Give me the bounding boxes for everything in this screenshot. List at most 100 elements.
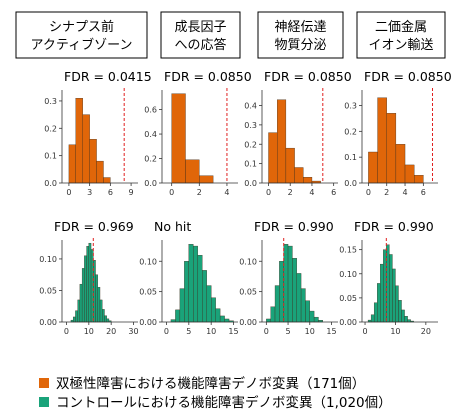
histogram-bar: [99, 299, 103, 323]
histogram-bar: [199, 175, 214, 184]
x-tick-label: 5: [186, 327, 191, 336]
x-tick-label: 0: [264, 327, 269, 336]
histogram-bar: [86, 246, 90, 323]
histogram-bar: [283, 244, 289, 323]
histogram-bar: [401, 309, 405, 323]
y-tick-label: 0.1: [344, 153, 357, 162]
histogram-bar: [270, 306, 276, 323]
fdr-annotation: FDR = 0.0415: [64, 69, 152, 84]
histogram-bar: [398, 300, 402, 323]
histogram-bar: [296, 273, 302, 323]
histogram-bar: [268, 132, 278, 184]
histogram-bar: [300, 288, 306, 323]
histogram-bar: [392, 268, 396, 323]
histogram-bar: [179, 288, 185, 323]
histogram-patient-1: 0.0 0.1 0.2 0.3 0 3 6 9 FDR = 0.0415: [44, 69, 151, 197]
histogram-bar: [102, 309, 105, 323]
histogram-bar: [303, 177, 313, 184]
histogram-bar: [313, 316, 319, 323]
y-tick-label: 0.10: [239, 257, 257, 266]
category-label-line: 物質分泌: [274, 38, 326, 53]
category-label-line: への応答: [174, 37, 226, 53]
histogram-bar: [175, 309, 181, 323]
y-tick-label: 0.3: [44, 97, 57, 106]
x-tick-label: 2: [288, 188, 293, 197]
x-tick-label: 0: [366, 188, 371, 197]
y-tick-label: 0.3: [344, 102, 357, 111]
x-tick-label: 6: [331, 188, 336, 197]
x-tick-label: 4: [224, 188, 229, 197]
y-tick-label: 0.10: [39, 255, 57, 264]
y-tick-label: 0.2: [244, 140, 257, 149]
y-tick-label: 0.2: [144, 155, 157, 164]
x-tick-label: 10: [305, 327, 315, 336]
histogram-bar: [77, 299, 81, 323]
histogram-bar: [285, 147, 295, 184]
x-tick-label: 20: [106, 327, 116, 336]
category-label-line: アクティブゾーン: [31, 37, 133, 53]
x-tick-label: 20: [421, 327, 431, 336]
histogram-bar: [81, 268, 85, 323]
x-tick-label: 6: [421, 188, 426, 197]
y-tick-label: 0.05: [39, 286, 57, 295]
histogram-bar: [389, 254, 393, 323]
histogram-bar: [404, 316, 408, 323]
histogram-control-2: 0.00 0.05 0.10 0 5 10 15 No hit: [139, 219, 238, 336]
y-tick-label: 0.3: [244, 121, 257, 130]
histogram-bar: [386, 113, 397, 184]
x-tick-label: 0: [164, 327, 169, 336]
histogram-bar: [305, 300, 310, 323]
y-tick-label: 0.10: [139, 257, 157, 266]
histogram-bar: [414, 175, 424, 184]
histogram-bar: [395, 144, 406, 184]
legend-patient-swatch: [39, 378, 49, 388]
x-tick-label: 6: [108, 188, 113, 197]
fdr-annotation: FDR = 0.0850: [164, 69, 252, 84]
fdr-annotation: FDR = 0.969: [54, 219, 134, 234]
y-tick-label: 0.4: [144, 130, 157, 139]
histogram-bar: [171, 93, 186, 184]
y-tick-label: 0.05: [339, 294, 357, 303]
y-tick-label: 0.0: [144, 179, 157, 188]
histogram-bar: [395, 285, 399, 323]
x-tick-label: 30: [128, 327, 138, 336]
fdr-annotation: FDR = 0.990: [354, 219, 434, 234]
legend-control-swatch: [39, 397, 49, 407]
histogram-bar: [84, 255, 87, 323]
histogram-bar: [97, 287, 101, 323]
histogram-control-1: 0.00 0.05 0.10 0 10 20 30 FDR = 0.969: [39, 219, 138, 336]
histogram-bar: [404, 164, 415, 184]
y-tick-label: 0.4: [244, 102, 257, 111]
fdr-annotation: FDR = 0.0850: [264, 69, 352, 84]
histogram-bar: [104, 315, 107, 323]
category-box-frame: [257, 11, 344, 59]
x-tick-label: 4: [402, 188, 407, 197]
y-tick-label: 0.05: [139, 288, 157, 297]
x-tick-label: 0: [169, 188, 174, 197]
histogram-bar: [368, 151, 378, 184]
legend-patient-label: 双極性障害における機能障害デノボ変異（171個）: [56, 375, 365, 392]
histogram-bar: [75, 310, 78, 323]
y-tick-label: 0.00: [239, 318, 257, 327]
histogram-patient-2: 0.0 0.2 0.4 0.6 0 2 4 FDR = 0.0850: [144, 69, 251, 197]
histogram-bar: [211, 297, 216, 323]
histogram-bar: [370, 314, 375, 323]
histogram-bar: [79, 283, 83, 323]
histogram-bar: [68, 144, 76, 184]
histogram-bar: [287, 245, 293, 323]
x-tick-label: 9: [129, 188, 134, 197]
histogram-bar: [309, 310, 315, 323]
histogram-bar: [215, 308, 221, 323]
x-tick-label: 15: [326, 327, 336, 336]
category-label-line: シナプス前: [49, 19, 114, 35]
x-tick-label: 5: [286, 327, 291, 336]
histogram-bar: [188, 244, 194, 323]
histogram-bar: [294, 167, 304, 184]
histogram-bar: [88, 242, 92, 323]
category-box-frame: [160, 11, 241, 59]
category-label-line: 二価金属: [375, 19, 427, 35]
x-tick-label: 3: [87, 188, 92, 197]
histogram-bar: [197, 255, 203, 323]
